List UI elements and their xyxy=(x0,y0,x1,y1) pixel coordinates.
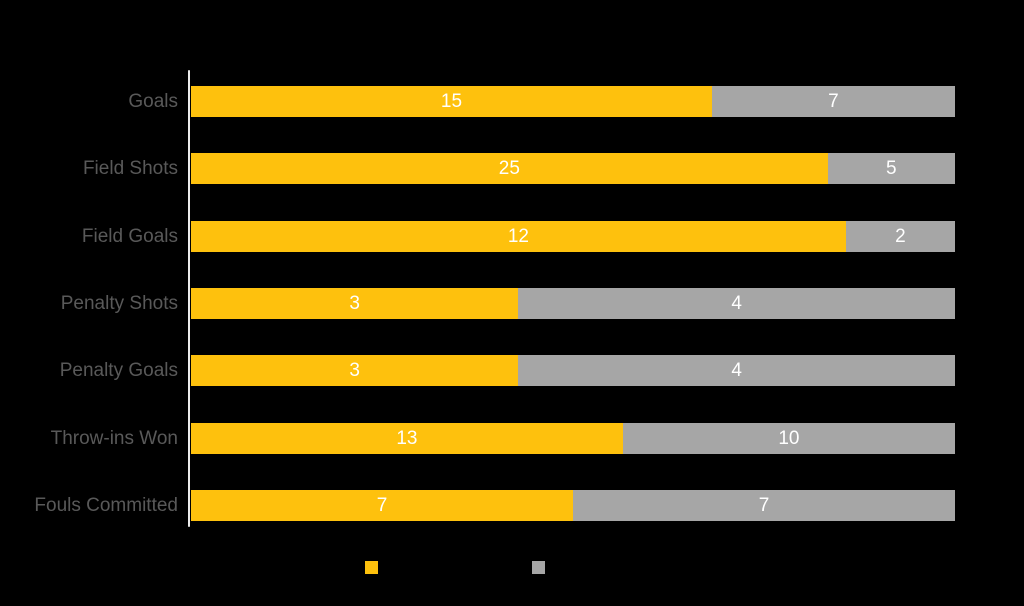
stacked-bar: 25 5 xyxy=(191,153,955,184)
legend-swatch-gray-series xyxy=(532,561,545,574)
bar-segment-gray: 7 xyxy=(573,490,955,521)
category-label: Penalty Shots xyxy=(60,293,178,314)
bar-segment-gray: 7 xyxy=(711,86,955,117)
value-label: 13 xyxy=(396,428,418,449)
category-label: Fouls Committed xyxy=(34,495,178,516)
value-label: 15 xyxy=(440,91,463,112)
category-label: Field Shots xyxy=(82,158,178,179)
value-label: 7 xyxy=(758,495,770,516)
chart-row: Penalty Goals 3 4 xyxy=(0,355,1024,386)
value-label: 5 xyxy=(886,158,897,179)
legend-swatch-yellow-series xyxy=(365,561,378,574)
bar-segment-gray: 4 xyxy=(518,355,955,386)
chart-row: Field Shots 25 5 xyxy=(0,153,1024,184)
value-label: 10 xyxy=(778,428,800,449)
value-label: 3 xyxy=(349,360,360,381)
stacked-bar: 13 10 xyxy=(191,423,955,454)
stacked-bar: 12 2 xyxy=(191,221,955,252)
bar-segment-gray: 4 xyxy=(518,288,955,319)
chart-row: Field Goals 12 2 xyxy=(0,221,1024,252)
value-label: 4 xyxy=(731,293,742,314)
bar-segment-yellow: 12 xyxy=(191,221,846,252)
bar-segment-gray: 10 xyxy=(622,423,955,454)
bar-segment-yellow: 25 xyxy=(191,153,828,184)
category-label: Throw-ins Won xyxy=(50,428,178,449)
value-label: 3 xyxy=(349,293,360,314)
value-label: 7 xyxy=(828,91,839,112)
bar-segment-yellow: 3 xyxy=(191,355,519,386)
bar-segment-yellow: 13 xyxy=(191,423,623,454)
bar-segment-gray: 5 xyxy=(827,153,955,184)
y-axis-line xyxy=(188,70,190,527)
bar-segment-yellow: 15 xyxy=(191,86,712,117)
value-label: 7 xyxy=(376,495,388,516)
value-label: 2 xyxy=(895,226,906,247)
value-label: 4 xyxy=(731,360,742,381)
value-label: 12 xyxy=(507,226,529,247)
chart-row: Penalty Shots 3 4 xyxy=(0,288,1024,319)
chart-row: Throw-ins Won 13 10 xyxy=(0,423,1024,454)
category-label: Penalty Goals xyxy=(59,360,178,381)
value-label: 25 xyxy=(498,158,520,179)
bar-segment-gray: 2 xyxy=(845,221,955,252)
stacked-bar: 15 7 xyxy=(191,86,955,117)
category-label: Goals xyxy=(128,91,178,112)
bar-segment-yellow: 3 xyxy=(191,288,519,319)
legend xyxy=(0,561,1024,574)
chart-row: Goals 15 7 xyxy=(0,86,1024,117)
bar-segment-yellow: 7 xyxy=(191,490,573,521)
chart-row: Fouls Committed 7 7 xyxy=(0,490,1024,521)
category-label: Field Goals xyxy=(81,226,178,247)
